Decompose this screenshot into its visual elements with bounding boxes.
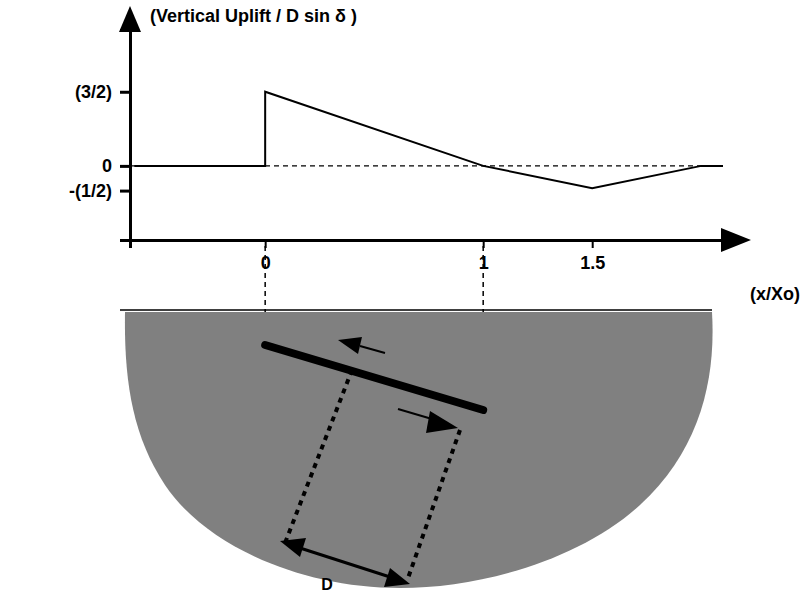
slip-measure [300, 548, 390, 577]
dotted-guide [407, 430, 460, 581]
y-axis-line [120, 31, 131, 241]
slip-arrow-head [426, 411, 458, 433]
y-tick-label: -(1/2) [69, 181, 112, 201]
slip-label: D [321, 576, 333, 593]
x-tick-mark [592, 240, 594, 248]
x-axis: 011.5 [131, 240, 724, 273]
slip-measure-head [280, 538, 306, 557]
y-tick-label: 0 [102, 156, 112, 176]
slip-arrow [398, 409, 432, 419]
y-tick-mark [120, 165, 130, 168]
y-axis: (3/2) 0 -(1/2) [69, 31, 131, 241]
y-tick: (3/2) [75, 82, 130, 102]
slip-arrow [360, 346, 385, 353]
uplift-line [134, 92, 723, 188]
y-axis-title: (Vertical Uplift / D sin δ ) [150, 6, 357, 26]
fault [265, 345, 483, 410]
figure: (3/2) 0 -(1/2) 011.5 (Vertical Uplift / D si… [0, 0, 806, 596]
slip-measure-head [384, 568, 410, 587]
x-tick: 1.5 [580, 240, 605, 273]
y-tick: 0 [102, 156, 130, 176]
y-tick-mark [120, 190, 130, 193]
dotted-guide [285, 370, 352, 543]
x-axis-arrow [721, 228, 751, 252]
crust-block [125, 312, 713, 588]
plot-area [134, 92, 723, 188]
slip-arrow-head [338, 337, 362, 354]
x-axis-line [131, 241, 724, 249]
x-axis-title: (x/Xo) [750, 284, 800, 304]
y-tick-label: (3/2) [75, 82, 112, 102]
x-tick-label: 1.5 [580, 253, 605, 273]
y-tick: -(1/2) [69, 181, 130, 201]
y-tick-mark [120, 91, 130, 94]
y-axis-arrow [119, 6, 141, 32]
ground-surface [120, 309, 712, 311]
